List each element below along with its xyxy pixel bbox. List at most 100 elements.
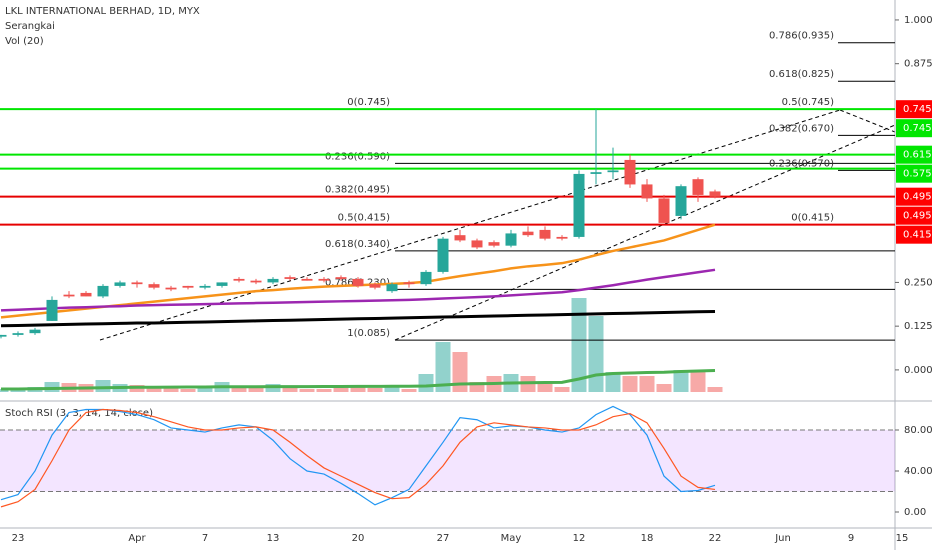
volume-bar [469,382,485,392]
candle-body [12,333,24,335]
candle-body [454,235,466,241]
volume-bar [282,388,298,392]
fib-label: 0.382(0.495) [325,185,390,196]
x-tick-label: 12 [573,533,586,544]
volume-bar [180,389,196,392]
x-tick-label: May [501,533,522,544]
candle-body [131,282,143,285]
stoch-band [0,429,895,492]
candle-body [352,278,364,286]
fib-label: 0.786(0.935) [769,31,834,42]
candle-body [403,282,415,285]
price-tag [896,206,932,225]
candle-body [148,284,160,288]
x-tick-label: 7 [202,533,208,544]
volume-bar [316,389,332,392]
price-tag [896,145,932,164]
volume-bar [571,298,587,392]
x-tick-label: 27 [437,533,450,544]
y-tick-label: 1.000 [904,15,932,26]
volume-bar [197,388,213,392]
fib-label: 0.5(0.415) [338,213,390,224]
candle-body [318,278,330,281]
candle-body [641,184,653,199]
volume-bar [384,387,400,392]
candle-body [590,172,602,174]
price-tag-label: 0.495 [903,211,932,222]
price-tag-label: 0.575 [903,169,932,180]
x-tick-label: 15 [896,533,909,544]
fib-label: 0(0.745) [347,97,390,108]
candle-body [573,173,585,237]
fib-label: 0.236(0.590) [325,151,390,162]
candle-body [233,278,245,281]
candle-body [539,229,551,239]
volume-bar [95,380,111,392]
price-tag [896,164,932,183]
y-tick-label: 0.125 [904,321,932,332]
candle-body [709,191,721,197]
candle-body [29,329,41,334]
fib-label: 0.5(0.745) [782,97,834,108]
volume-bar [299,389,315,392]
candle-body [335,277,347,279]
y-tick-label: 40.00 [904,466,932,477]
moving-average-line [0,309,716,328]
candle-body [182,285,194,288]
volume-bar [554,387,570,392]
volume-bar [367,388,383,392]
price-tag-label: 0.415 [903,230,932,241]
volume-bar [163,388,179,392]
candle-body [471,240,483,248]
price-tag [896,119,932,138]
candle-body [46,299,58,321]
fib-label: 1(0.085) [347,328,390,339]
candle-body [505,233,517,246]
candle-body [165,287,177,290]
candle-body [199,285,211,288]
x-tick-label: Apr [128,533,146,544]
volume-bar [401,389,417,392]
fib-label: 0.382(0.670) [769,123,834,134]
volume-bar [656,384,672,392]
trend-line [839,109,896,133]
candle-body [114,282,126,286]
stoch-line [0,405,716,506]
volume-bar [333,388,349,392]
fib-label: 0(0.415) [791,213,834,224]
y-tick-label: 0.00 [904,507,926,518]
y-tick-label: 80.00 [904,425,932,436]
candle-body [658,198,670,223]
stoch-title: Stoch RSI (3, 3, 14, 14, close) [5,408,153,419]
price-tag [896,225,932,244]
volume-bar [707,387,723,392]
volume-bar [248,388,264,392]
candle-body [0,334,7,337]
volume-bar [435,342,451,392]
volume-bar [418,374,434,392]
x-tick-label: 20 [352,533,365,544]
y-tick-label: 0.250 [904,277,932,288]
volume-bar [690,372,706,392]
candle-body [556,236,568,239]
volume-bar [605,372,621,392]
price-tag [896,187,932,206]
candle-body [63,294,75,297]
x-tick-label: Jun [774,533,791,544]
candle-body [301,278,313,281]
volume-bar [622,376,638,392]
x-tick-label: 18 [641,533,654,544]
fib-label: 0.236(0.570) [769,158,834,169]
price-tag-label: 0.615 [903,150,932,161]
x-tick-label: 9 [848,533,854,544]
fib-label: 0.618(0.825) [769,69,834,80]
volume-bar [452,352,468,392]
volume-bar [146,388,162,392]
x-tick-label: 22 [709,533,722,544]
candle-body [675,186,687,216]
candle-body [386,284,398,292]
x-tick-label: 23 [12,533,25,544]
price-tag-label: 0.745 [903,123,932,134]
volume-bar [588,316,604,392]
